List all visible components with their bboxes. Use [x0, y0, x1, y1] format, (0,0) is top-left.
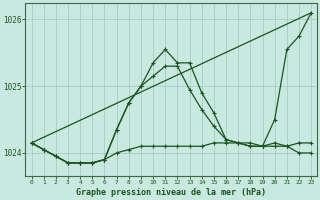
- X-axis label: Graphe pression niveau de la mer (hPa): Graphe pression niveau de la mer (hPa): [76, 188, 266, 197]
